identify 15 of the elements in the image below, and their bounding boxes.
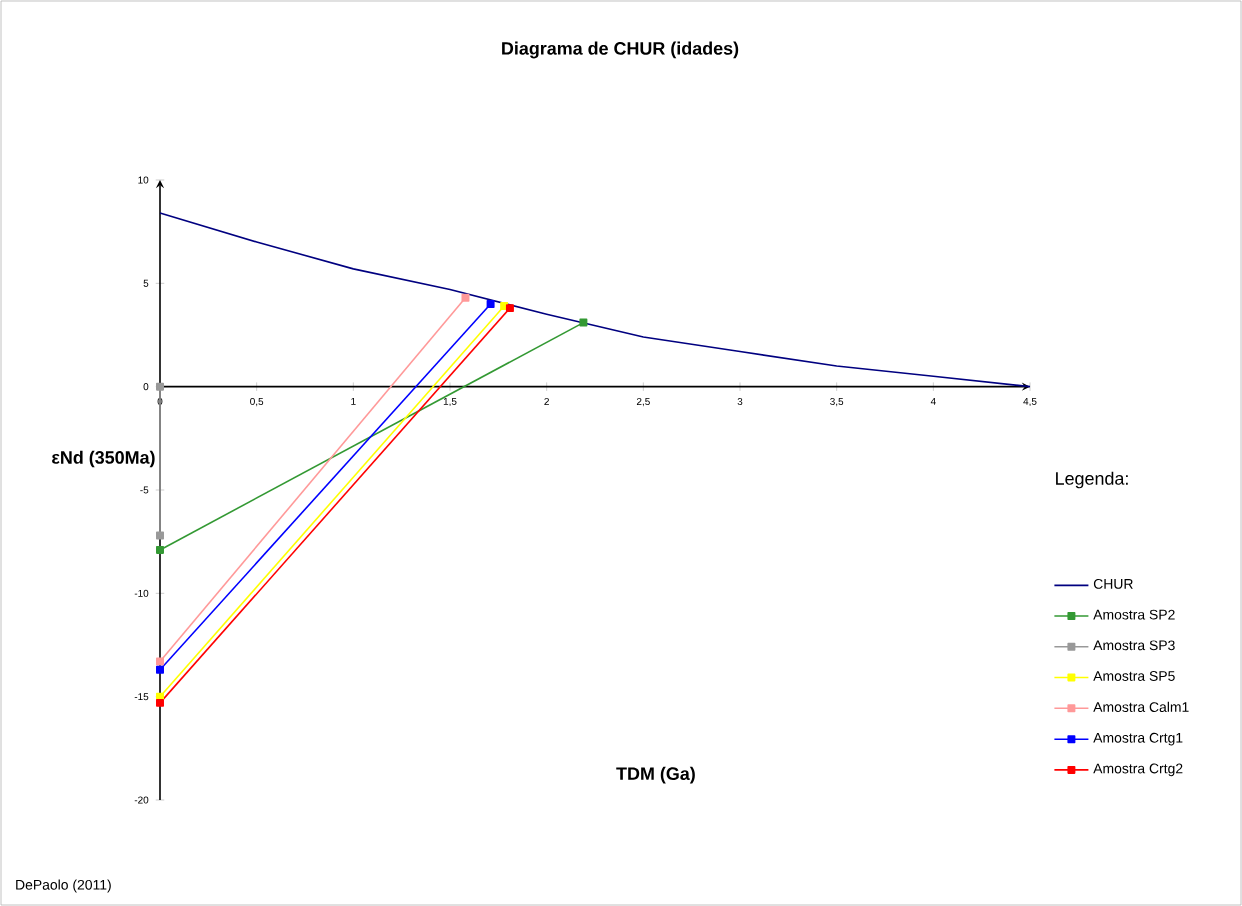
- point: [156, 545, 164, 554]
- point: [579, 318, 588, 327]
- point: [156, 698, 164, 707]
- point: [156, 657, 164, 666]
- point: [486, 300, 495, 308]
- x-axis-title: TDM (Ga): [616, 766, 695, 784]
- point: [156, 665, 164, 674]
- legend-title: Legenda:: [1056, 471, 1128, 489]
- y-axis-title: εNd (350Ma): [52, 450, 155, 468]
- chart-title: Diagrama de CHUR (idades): [502, 41, 739, 59]
- point: [156, 382, 164, 391]
- point: [156, 531, 164, 540]
- point: [505, 304, 514, 313]
- line-series: [159, 212, 1031, 388]
- point: [461, 293, 470, 302]
